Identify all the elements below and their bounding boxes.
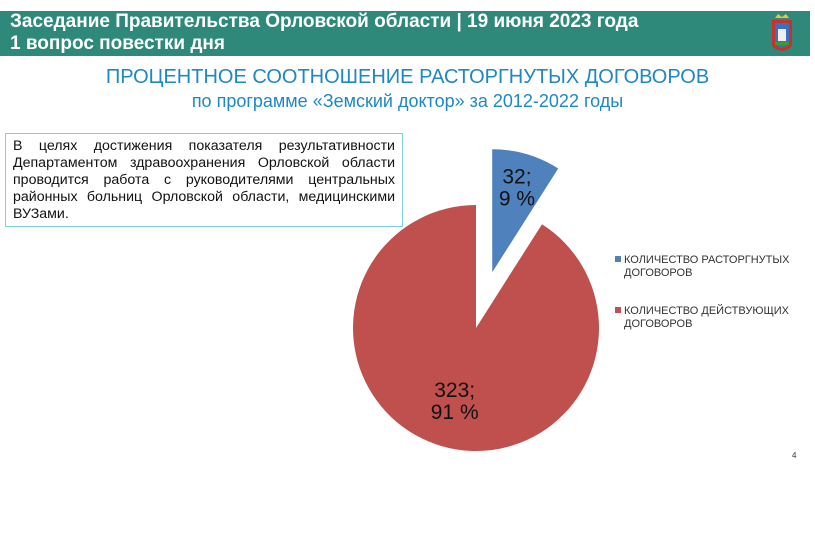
header-title: Заседание Правительства Орловской област… xyxy=(10,11,639,32)
coat-of-arms-icon xyxy=(772,14,792,51)
legend-swatch xyxy=(615,256,621,262)
chart-title: ПРОЦЕНТНОЕ СООТНОШЕНИЕ РАСТОРГНУТЫХ ДОГО… xyxy=(105,66,710,88)
header-subtitle: 1 вопрос повестки дня xyxy=(10,33,225,54)
chart-subtitle: по программе «Земский доктор» за 2012-20… xyxy=(191,91,624,111)
data-label: 9 % xyxy=(499,187,535,210)
page-number: 4 xyxy=(792,451,797,460)
pie-slice-0 xyxy=(492,149,559,273)
legend-label: КОЛИЧЕСТВО РАСТОРГНУТЫХ ДОГОВОРОВ xyxy=(624,254,790,279)
legend-item-active: КОЛИЧЕСТВО ДЕЙСТВУЮЩИХ ДОГОВОРОВ xyxy=(615,305,799,331)
data-label: 323; xyxy=(434,379,475,402)
legend-item-terminated: КОЛИЧЕСТВО РАСТОРГНУТЫХ ДОГОВОРОВ xyxy=(615,254,799,280)
legend-label: КОЛИЧЕСТВО ДЕЙСТВУЮЩИХ ДОГОВОРОВ xyxy=(624,305,790,330)
pie-slice-1 xyxy=(353,205,599,451)
legend-swatch xyxy=(615,307,621,313)
note-box: В целях достижения показателя результати… xyxy=(5,133,403,227)
data-label: 32; xyxy=(502,165,531,188)
data-label: 91 % xyxy=(431,401,479,424)
header-banner: Заседание Правительства Орловской област… xyxy=(0,11,810,56)
